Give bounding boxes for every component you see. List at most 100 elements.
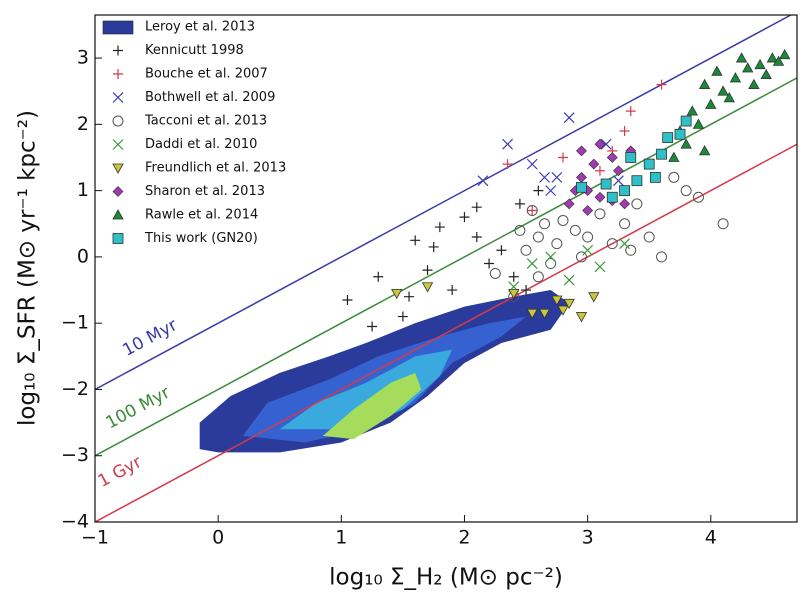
marker	[600, 138, 612, 150]
y-tick-label: −2	[61, 378, 89, 400]
marker	[668, 151, 680, 162]
y-tick-label: −4	[61, 511, 89, 533]
marker	[717, 85, 729, 96]
legend-label: Kennicutt 1998	[145, 43, 244, 58]
marker	[705, 98, 717, 109]
line-annotation: 10 Myr	[119, 315, 180, 360]
marker	[508, 271, 519, 282]
marker	[680, 185, 692, 197]
marker	[619, 125, 630, 136]
marker	[643, 158, 655, 170]
marker	[594, 138, 606, 150]
x-tick-label: 0	[212, 527, 224, 549]
marker	[557, 214, 569, 226]
plot-area	[95, 15, 797, 522]
x-tick-label: 4	[705, 527, 717, 549]
marker	[526, 158, 538, 170]
marker	[717, 218, 729, 230]
marker	[391, 288, 403, 300]
y-tick-label: 2	[77, 113, 89, 135]
marker	[502, 138, 514, 150]
marker	[680, 138, 692, 149]
x-tick-label: −1	[81, 527, 109, 549]
marker	[496, 245, 507, 256]
marker	[582, 244, 594, 256]
marker	[760, 68, 772, 80]
marker	[625, 244, 637, 256]
marker	[558, 152, 568, 163]
marker	[656, 251, 668, 263]
reference-line	[95, 77, 797, 457]
marker	[606, 238, 618, 250]
marker	[649, 171, 661, 183]
marker	[594, 165, 605, 176]
marker	[471, 202, 482, 213]
marker	[656, 148, 667, 160]
marker	[514, 224, 526, 236]
y-axis-label: log₁₀ Σ_SFR (M⊙ yr⁻¹ kpc⁻²)	[15, 110, 41, 426]
marker	[674, 128, 686, 140]
marker	[520, 244, 532, 256]
marker	[367, 321, 378, 332]
marker	[631, 198, 643, 210]
marker	[582, 231, 594, 243]
legend-label: Tacconi et al. 2013	[144, 114, 267, 129]
marker	[428, 241, 439, 252]
marker	[643, 231, 655, 243]
reference-line	[95, 143, 797, 522]
marker	[729, 72, 742, 83]
marker	[772, 55, 785, 66]
reference-line	[95, 15, 792, 391]
marker	[551, 171, 563, 183]
marker	[410, 235, 421, 246]
y-tick-label: 1	[77, 179, 89, 201]
marker	[692, 118, 705, 129]
marker	[576, 171, 587, 183]
y-tick-label: −3	[61, 444, 89, 466]
marker	[404, 291, 415, 302]
marker	[619, 198, 631, 210]
marker	[489, 267, 501, 279]
marker	[545, 251, 557, 263]
marker	[113, 69, 123, 79]
x-tick-label: 3	[582, 527, 594, 549]
marker	[692, 191, 704, 203]
marker	[662, 132, 674, 144]
legend-label: Bothwell et al. 2009	[145, 90, 275, 105]
marker	[373, 271, 384, 282]
marker	[539, 171, 550, 183]
marker	[600, 178, 612, 190]
marker	[112, 209, 124, 220]
marker	[526, 205, 538, 217]
x-axis-label: log₁₀ Σ_H₂ (M⊙ pc⁻²)	[329, 565, 563, 591]
legend-label: This work (GN20)	[144, 231, 258, 246]
marker	[612, 165, 624, 177]
marker	[112, 139, 124, 150]
marker	[619, 185, 630, 197]
marker	[342, 294, 353, 305]
marker	[563, 298, 575, 310]
marker	[563, 112, 575, 124]
marker	[748, 78, 760, 89]
legend-label: Leroy et al. 2013	[145, 20, 255, 35]
marker	[723, 92, 735, 103]
marker	[680, 115, 692, 127]
marker	[434, 222, 445, 233]
marker	[459, 212, 470, 223]
marker	[532, 231, 544, 243]
marker	[521, 285, 532, 296]
marker	[113, 45, 123, 56]
marker	[532, 271, 544, 283]
marker	[545, 258, 557, 270]
marker	[471, 232, 482, 243]
marker	[527, 205, 538, 216]
marker	[576, 181, 587, 193]
legend-label: Freundlich et al. 2013	[145, 161, 286, 176]
marker	[735, 52, 748, 63]
marker	[551, 238, 563, 250]
marker	[569, 224, 581, 236]
line-annotation: 100 Myr	[103, 383, 174, 434]
legend-label: Sharon et al. 2013	[145, 184, 265, 199]
marker	[742, 62, 754, 73]
